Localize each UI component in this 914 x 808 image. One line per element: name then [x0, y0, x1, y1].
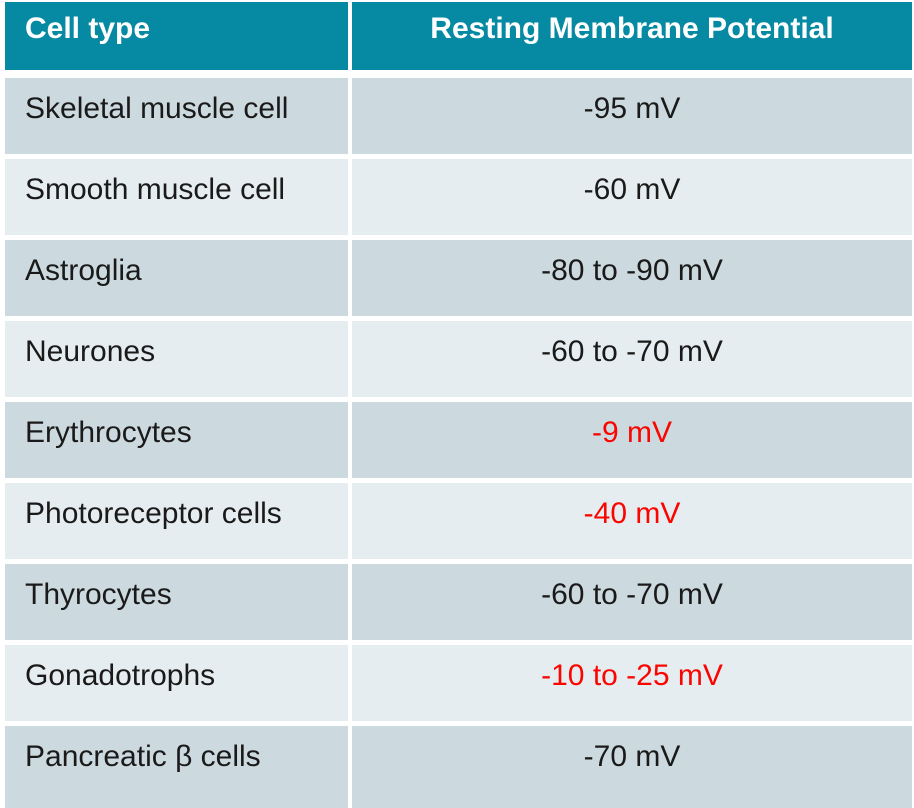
potential-cell: -95 mV: [352, 78, 912, 154]
potential-cell: -60 mV: [352, 159, 912, 235]
table-row: Gonadotrophs -10 to -25 mV: [5, 645, 912, 721]
column-header-potential: Resting Membrane Potential: [352, 2, 912, 70]
potential-cell: -9 mV: [352, 402, 912, 478]
potential-cell: -60 to -70 mV: [352, 564, 912, 640]
potential-cell: -40 mV: [352, 483, 912, 559]
table-header-row: Cell type Resting Membrane Potential: [5, 2, 912, 70]
potential-cell: -70 mV: [352, 726, 912, 808]
cell-type-cell: Astroglia: [5, 240, 348, 316]
cell-type-cell: Smooth muscle cell: [5, 159, 348, 235]
cell-type-cell: Gonadotrophs: [5, 645, 348, 721]
table-row: Pancreatic β cells -70 mV: [5, 726, 912, 808]
table-row: Astroglia -80 to -90 mV: [5, 240, 912, 316]
cell-type-cell: Thyrocytes: [5, 564, 348, 640]
potential-cell: -10 to -25 mV: [352, 645, 912, 721]
cell-type-cell: Skeletal muscle cell: [5, 78, 348, 154]
cell-type-cell: Erythrocytes: [5, 402, 348, 478]
cell-type-cell: Neurones: [5, 321, 348, 397]
table-row: Smooth muscle cell -60 mV: [5, 159, 912, 235]
potential-cell: -80 to -90 mV: [352, 240, 912, 316]
table-row: Photoreceptor cells -40 mV: [5, 483, 912, 559]
cell-type-cell: Pancreatic β cells: [5, 726, 348, 808]
table-row: Neurones -60 to -70 mV: [5, 321, 912, 397]
table-row: Erythrocytes -9 mV: [5, 402, 912, 478]
table-row: Thyrocytes -60 to -70 mV: [5, 564, 912, 640]
cell-type-cell: Photoreceptor cells: [5, 483, 348, 559]
column-header-cell-type: Cell type: [5, 2, 348, 70]
table-row: Skeletal muscle cell -95 mV: [5, 78, 912, 154]
potential-cell: -60 to -70 mV: [352, 321, 912, 397]
